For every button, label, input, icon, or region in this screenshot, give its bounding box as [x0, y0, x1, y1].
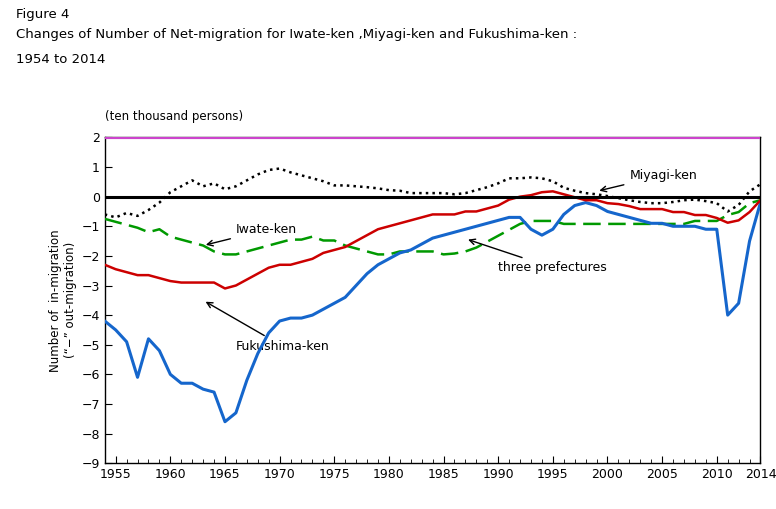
- Y-axis label: Number of  in-migration
(“−” out-migration): Number of in-migration (“−” out-migratio…: [49, 229, 78, 372]
- Text: Miyagi-ken: Miyagi-ken: [601, 169, 697, 192]
- Text: 1954 to 2014: 1954 to 2014: [16, 53, 105, 67]
- Text: Figure 4: Figure 4: [16, 8, 69, 21]
- Text: Fukushima-ken: Fukushima-ken: [207, 302, 330, 353]
- Text: Iwate-ken: Iwate-ken: [207, 223, 297, 246]
- Text: (ten thousand persons): (ten thousand persons): [105, 110, 243, 123]
- Text: Changes of Number of Net-migration for Iwate-ken ,Miyagi-ken and Fukushima-ken :: Changes of Number of Net-migration for I…: [16, 28, 577, 41]
- Text: three prefectures: three prefectures: [469, 239, 607, 274]
